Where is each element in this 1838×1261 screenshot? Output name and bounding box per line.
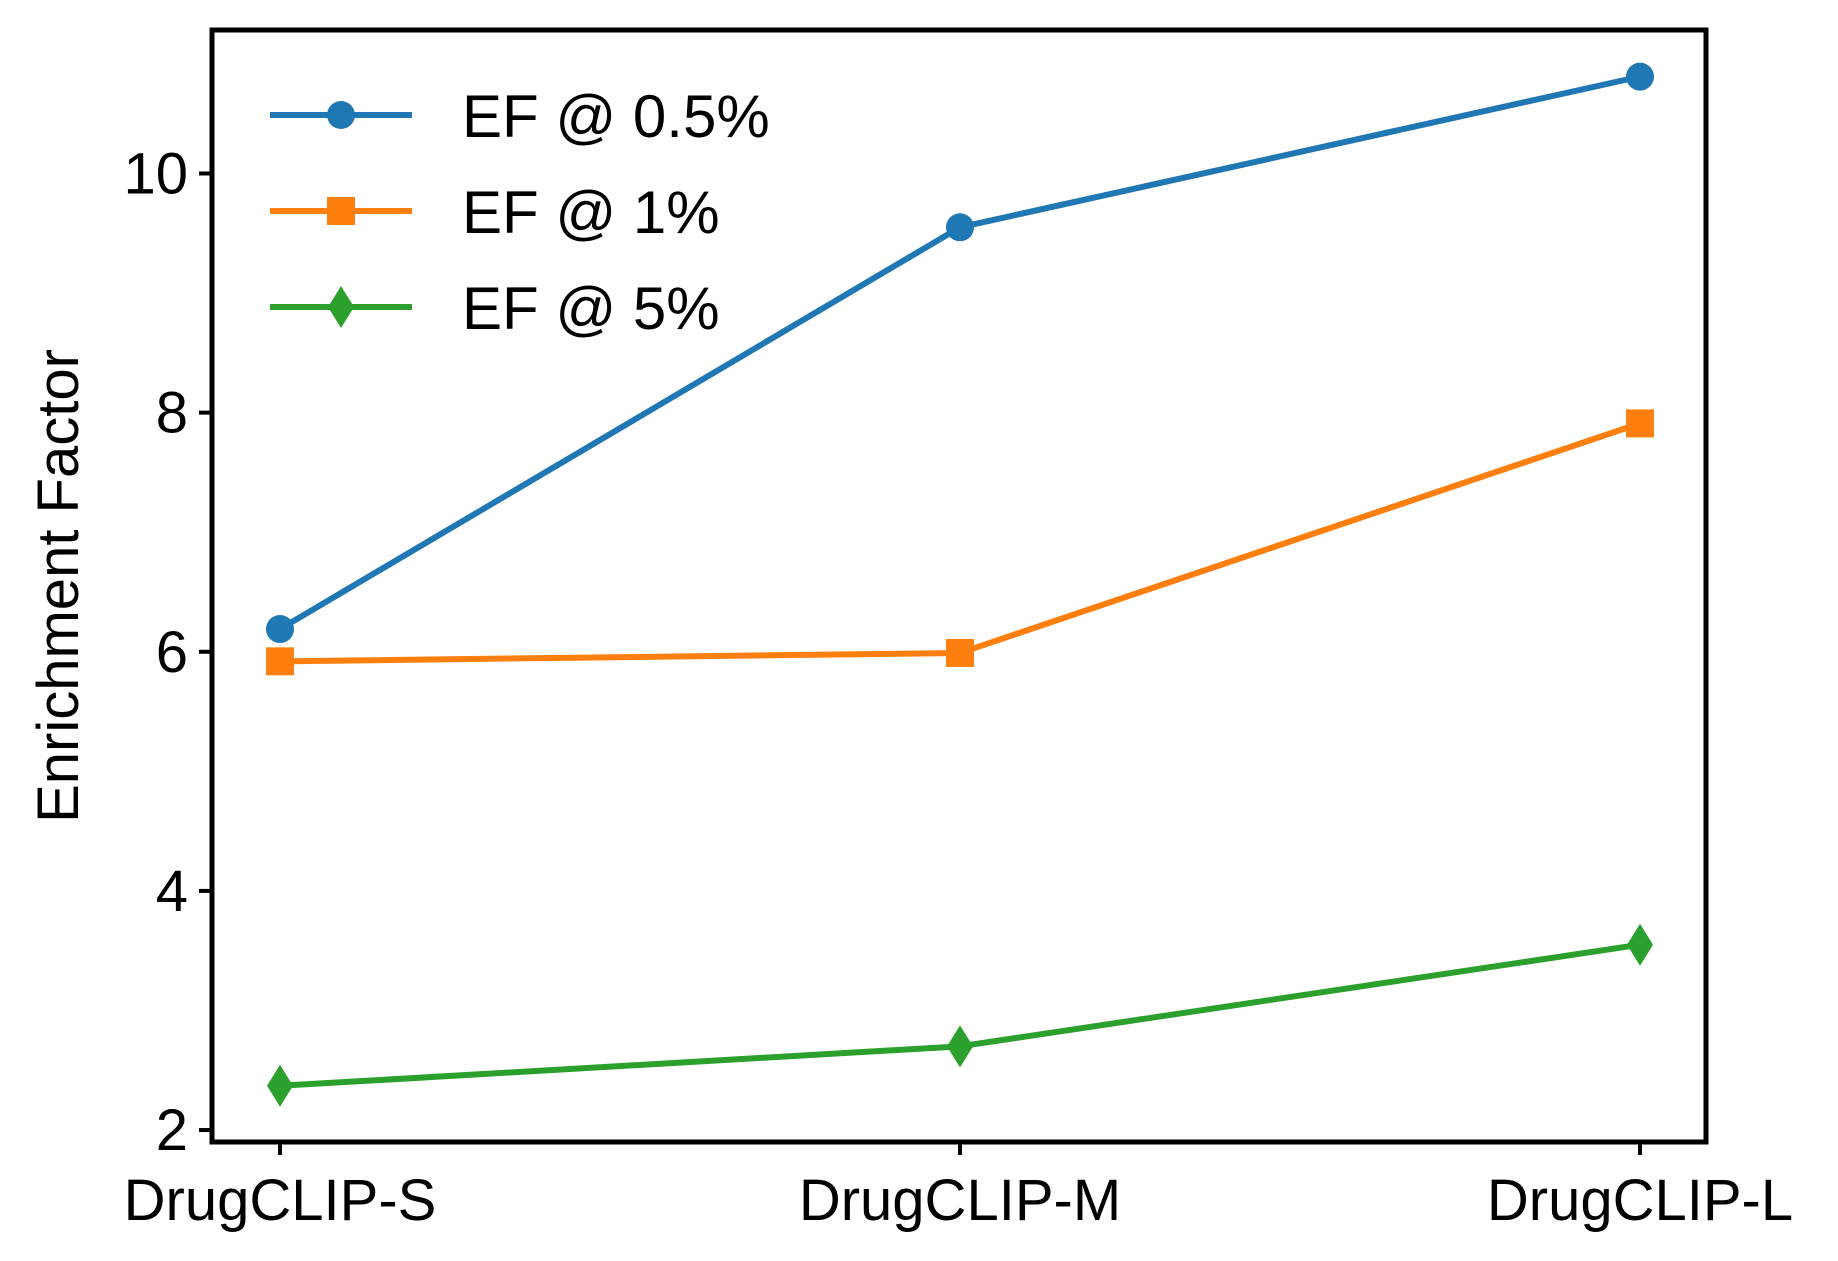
series-line [278, 73, 1641, 632]
data-point [947, 1025, 973, 1068]
x-tick-label: DrugCLIP-S [124, 1168, 437, 1233]
series-line [279, 420, 1641, 665]
data-point [946, 213, 974, 242]
legend-label: EF @ 5% [462, 275, 720, 342]
x-tick-label: DrugCLIP-L [1487, 1168, 1793, 1233]
data-point [266, 615, 294, 644]
data-point [1626, 62, 1654, 91]
y-tick-label: 4 [156, 859, 188, 924]
y-tick-label: 8 [156, 381, 188, 446]
legend-entry: EF @ 0.5% [270, 83, 770, 150]
data-point [1627, 923, 1653, 966]
series-1 [266, 62, 1654, 644]
series-3 [267, 923, 1653, 1107]
y-tick-label: 10 [123, 141, 188, 206]
x-tick-label: DrugCLIP-M [799, 1168, 1121, 1233]
data-point [1626, 409, 1654, 438]
legend: EF @ 0.5% EF @ 1% EF @ 5% [270, 83, 770, 342]
plot-frame [209, 27, 1709, 1145]
legend-marker [328, 286, 354, 328]
legend-label: EF @ 1% [462, 179, 720, 246]
data-point [267, 1064, 293, 1107]
y-axis-label: Enrichment Factor [26, 349, 91, 823]
legend-marker [327, 101, 355, 129]
legend-label: EF @ 0.5% [462, 83, 770, 150]
y-tick-label: 6 [156, 620, 188, 685]
data-point [946, 638, 974, 667]
legend-entry: EF @ 1% [270, 179, 720, 246]
data-point [266, 647, 294, 676]
y-tick-label: 2 [156, 1098, 188, 1163]
plot-area [266, 62, 1654, 1107]
series-2 [266, 409, 1654, 676]
legend-marker [327, 197, 355, 225]
axes: 2 4 6 8 10 DrugCLIP-S DrugCLIP-M DrugCLIP-L [123, 141, 1793, 1233]
legend-entry: EF @ 5% [270, 275, 720, 342]
